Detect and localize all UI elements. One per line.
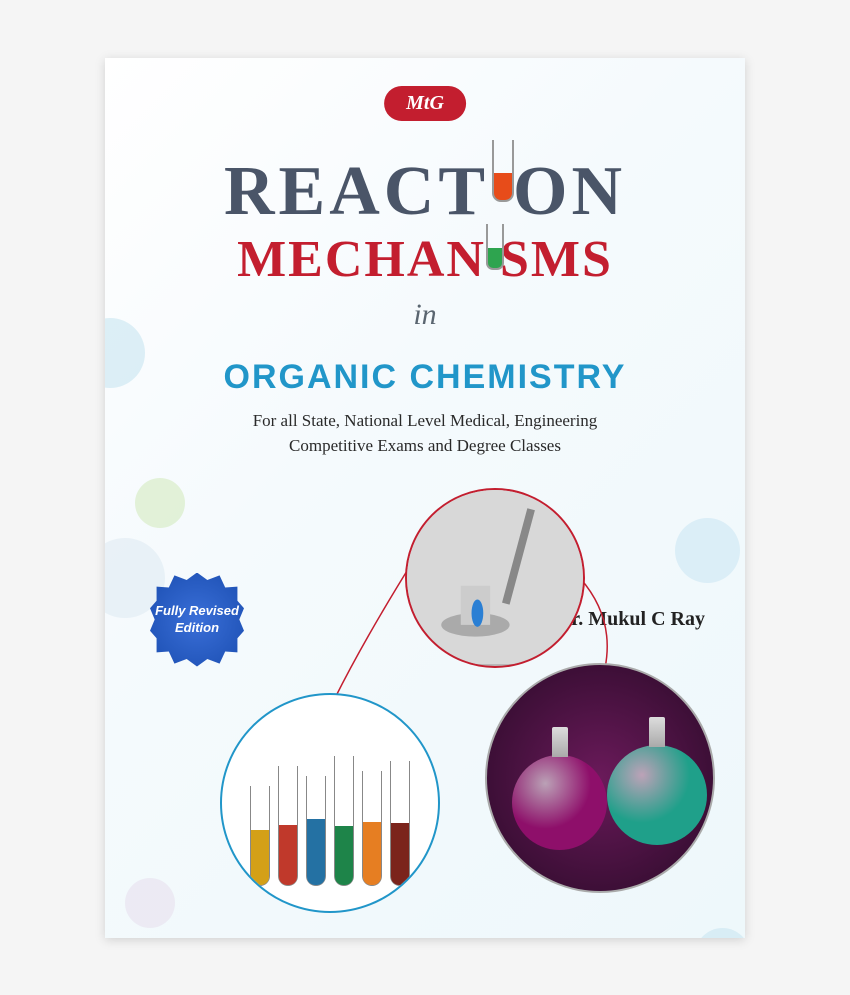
circle-image-test-tubes <box>220 693 440 913</box>
title-line-2: MECHANSMS <box>105 228 745 289</box>
subtitle-line-1: For all State, National Level Medical, E… <box>253 411 598 430</box>
test-tube-icon <box>306 776 326 886</box>
bg-molecule-icon <box>135 478 185 528</box>
test-tube-icon <box>362 771 382 886</box>
title-reaction-pre: REACT <box>224 153 489 230</box>
test-tube-icon <box>492 148 510 214</box>
subtitle-line-2: Competitive Exams and Degree Classes <box>289 436 561 455</box>
title-line-1: REACT ON <box>105 148 745 232</box>
badge-text: Fully Revised Edition <box>150 603 244 637</box>
connector-word: in <box>105 298 745 332</box>
flask-icon <box>607 745 707 845</box>
title-mechanisms-post: SMS <box>500 231 613 288</box>
circle-image-flasks <box>485 663 715 893</box>
subject-title: ORGANIC CHEMISTRY <box>105 358 745 397</box>
test-tube-icon <box>250 786 270 886</box>
book-cover: MtG REACT ON MECHANSMS in ORGANIC CHEMIST… <box>105 58 745 938</box>
bg-molecule-icon <box>675 518 740 583</box>
title-reaction-post: ON <box>513 153 626 230</box>
test-tube-icon <box>486 228 500 276</box>
subtitle: For all State, National Level Medical, E… <box>105 408 745 459</box>
circle-image-pipette <box>405 488 585 668</box>
edition-badge: Fully Revised Edition <box>150 573 244 667</box>
publisher-logo: MtG <box>384 86 466 121</box>
bg-molecule-icon <box>695 928 745 938</box>
author-name: Dr. Mukul C Ray <box>557 608 705 631</box>
title-mechanisms-pre: MECHAN <box>237 231 486 288</box>
bg-molecule-icon <box>125 878 175 928</box>
test-tube-icon <box>390 761 410 886</box>
flask-icon <box>512 755 607 850</box>
test-tube-icon <box>278 766 298 886</box>
test-tube-icon <box>334 756 354 886</box>
